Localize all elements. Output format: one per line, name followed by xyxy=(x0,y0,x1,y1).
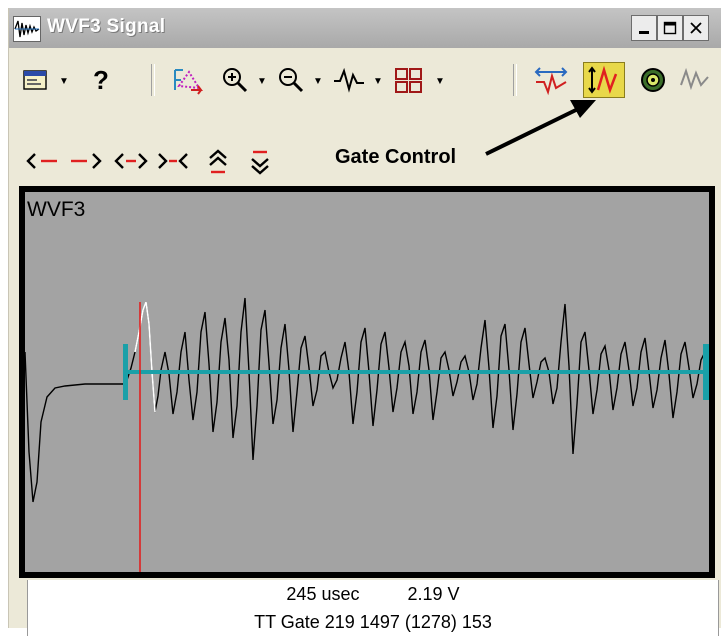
waveform-button[interactable] xyxy=(331,62,367,98)
gate-start-marker xyxy=(123,344,128,400)
move-right-button[interactable] xyxy=(67,148,103,174)
signal-filter-button[interactable] xyxy=(531,62,571,98)
maximize-icon xyxy=(663,21,677,35)
status-panel: 245 usec 2.19 V TT Gate 219 1497 (1278) … xyxy=(27,580,719,636)
status-readout: 245 usec 2.19 V xyxy=(28,584,718,605)
signal-window: WVF3 Signal ▼ ? xyxy=(8,8,721,636)
gate-control-annotation: Gate Control xyxy=(335,146,457,168)
toolbar-separator xyxy=(513,64,517,96)
chevron-down-icon[interactable]: ▼ xyxy=(59,76,69,87)
close-icon xyxy=(690,22,702,34)
waveform-icon xyxy=(334,67,364,93)
main-toolbar: ▼ ? ▼ ▼ xyxy=(9,50,721,112)
cursor-icon xyxy=(174,69,203,95)
sensor-icon xyxy=(641,68,665,92)
maximize-button[interactable] xyxy=(657,15,683,41)
compress-horizontal-icon xyxy=(158,153,188,169)
compress-vertical-icon xyxy=(251,150,269,175)
time-readout: 245 usec xyxy=(286,584,360,604)
window-title: WVF3 Signal xyxy=(47,16,166,37)
zoom-in-button[interactable] xyxy=(219,62,251,98)
help-icon: ? xyxy=(93,64,109,95)
arrow-right-icon xyxy=(71,153,102,169)
toolbar-separator xyxy=(151,64,155,96)
plot-title: WVF3 xyxy=(27,198,86,221)
gate-readout: TT Gate 219 1497 (1278) 153 xyxy=(254,612,492,632)
move-left-button[interactable] xyxy=(25,148,61,174)
chevron-down-icon[interactable]: ▼ xyxy=(435,76,445,87)
gate-control-icon xyxy=(588,65,618,94)
expand-horizontal-button[interactable] xyxy=(113,148,149,174)
zoom-out-icon xyxy=(279,68,304,93)
expand-horizontal-icon xyxy=(114,153,148,169)
highlighted-cycle xyxy=(134,301,156,413)
arrow-left-icon xyxy=(26,153,57,169)
minimize-button[interactable] xyxy=(631,15,657,41)
minimize-icon xyxy=(639,31,649,34)
envelope-icon xyxy=(680,67,709,91)
app-waveform-icon xyxy=(13,16,41,42)
grid-icon xyxy=(395,68,422,93)
compress-horizontal-button[interactable] xyxy=(155,148,191,174)
gate-end-marker xyxy=(703,344,709,400)
window-menu-button[interactable] xyxy=(19,62,51,98)
signal-filter-icon xyxy=(534,67,568,96)
grid-button[interactable] xyxy=(391,62,427,98)
signal-plot[interactable]: WVF3 xyxy=(25,192,709,572)
chevron-down-icon[interactable]: ▼ xyxy=(257,76,267,87)
plot-frame: WVF3 xyxy=(19,186,715,578)
sensor-button[interactable] xyxy=(635,62,671,98)
compress-vertical-button[interactable] xyxy=(247,148,273,175)
waveform-chart xyxy=(25,297,709,572)
chevron-down-icon[interactable]: ▼ xyxy=(373,76,383,87)
voltage-readout: 2.19 V xyxy=(407,584,460,604)
expand-vertical-icon xyxy=(209,149,227,174)
zoom-out-button[interactable] xyxy=(275,62,307,98)
signal-trace xyxy=(25,297,709,503)
envelope-button[interactable] xyxy=(677,62,713,98)
cursor-tool-button[interactable] xyxy=(169,62,209,98)
zoom-in-icon xyxy=(223,68,248,93)
navigation-toolbar xyxy=(9,112,721,192)
expand-vertical-button[interactable] xyxy=(205,148,231,174)
gate-control-button[interactable] xyxy=(583,62,625,98)
title-bar[interactable]: WVF3 Signal xyxy=(9,8,721,48)
chevron-down-icon[interactable]: ▼ xyxy=(313,76,323,87)
close-button[interactable] xyxy=(683,15,709,41)
help-button[interactable]: ? xyxy=(85,62,117,98)
window-icon xyxy=(23,70,47,90)
